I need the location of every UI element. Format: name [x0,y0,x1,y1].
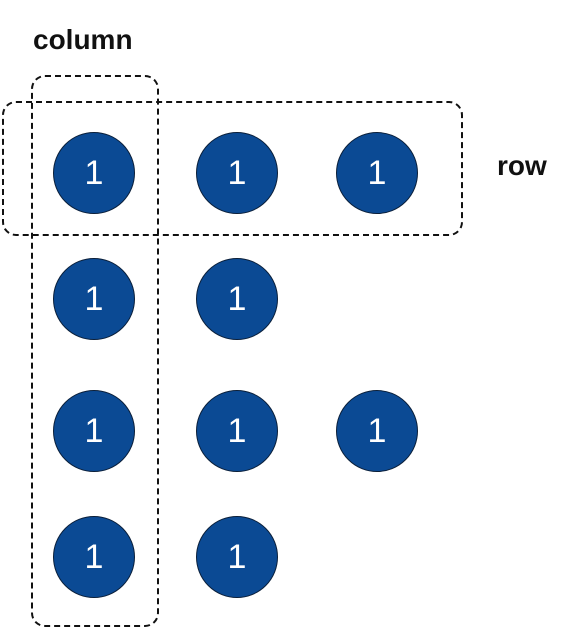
column-highlight-box [31,75,159,627]
node-r2-c0: 1 [53,390,135,472]
column-label: column [33,24,133,55]
node-r1-c1: 1 [196,258,278,340]
node-r2-c2: 1 [336,390,418,472]
node-r3-c1: 1 [196,516,278,598]
node-r1-c0: 1 [53,258,135,340]
row-label: row [497,150,547,181]
row-highlight-box [2,101,463,236]
node-r0-c2: 1 [336,132,418,214]
node-r3-c0: 1 [53,516,135,598]
node-r2-c1: 1 [196,390,278,472]
node-r0-c1: 1 [196,132,278,214]
node-r0-c0: 1 [53,132,135,214]
